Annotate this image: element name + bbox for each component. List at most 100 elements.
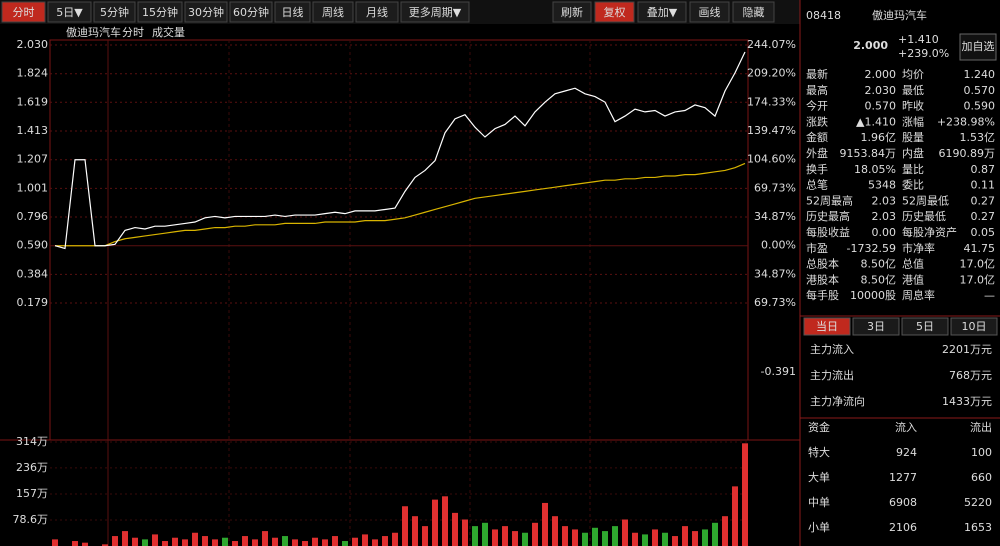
volume-bar bbox=[152, 534, 158, 546]
flow-cell: 2106 bbox=[889, 521, 917, 534]
toolbar-label[interactable]: 分时 bbox=[13, 6, 35, 19]
volume-bar bbox=[102, 544, 108, 546]
toolbar-label[interactable]: 周线 bbox=[322, 5, 344, 19]
stat-label: 量比 bbox=[902, 163, 924, 176]
legend-entry: 分时 bbox=[122, 26, 144, 39]
tab[interactable] bbox=[852, 317, 900, 336]
stat-value: 0.00 bbox=[872, 226, 897, 239]
volume-bar bbox=[492, 529, 498, 546]
volume-bar bbox=[122, 531, 128, 546]
volume-bar bbox=[432, 499, 438, 546]
volume-bar bbox=[702, 529, 708, 546]
legend-entry: 成交量 bbox=[152, 25, 185, 39]
stat-value: 0.570 bbox=[964, 84, 996, 97]
stat-value: 0.87 bbox=[971, 163, 996, 176]
stock-name: 傲迪玛汽车 bbox=[872, 8, 927, 22]
toolbar-button[interactable] bbox=[594, 1, 635, 23]
tab-label[interactable]: 当日 bbox=[816, 319, 838, 333]
y2-tick-label: 34.87% bbox=[754, 267, 796, 280]
stat-label: 涨幅 bbox=[902, 115, 924, 128]
toolbar-button[interactable] bbox=[1, 1, 46, 23]
toolbar-label[interactable]: 日线 bbox=[282, 5, 304, 19]
volume-bar bbox=[462, 519, 468, 546]
flow-value: 768万元 bbox=[949, 369, 992, 382]
volume-bar bbox=[382, 536, 388, 546]
stat-label: 周息率 bbox=[902, 288, 935, 302]
toolbar-label[interactable]: 15分钟 bbox=[142, 5, 178, 19]
toolbar-label[interactable]: 画线 bbox=[699, 5, 721, 19]
volume-bar bbox=[392, 532, 398, 546]
watch-label[interactable]: 加自选 bbox=[962, 40, 995, 53]
toolbar-button[interactable] bbox=[47, 1, 92, 23]
flow-label: 主力流出 bbox=[810, 368, 854, 382]
toolbar-label[interactable]: 5日▼ bbox=[56, 6, 83, 19]
stat-value: 1.96亿 bbox=[861, 131, 897, 144]
stat-value: +238.98% bbox=[937, 115, 995, 128]
toolbar-button[interactable] bbox=[400, 1, 470, 23]
volume-bar bbox=[562, 526, 568, 546]
volume-bar bbox=[452, 512, 458, 546]
toolbar-button[interactable] bbox=[732, 1, 775, 23]
volume-bar bbox=[662, 532, 668, 546]
stat-label: 涨跌 bbox=[806, 114, 828, 128]
toolbar-button[interactable] bbox=[552, 1, 592, 23]
tab[interactable] bbox=[950, 317, 998, 336]
toolbar-label[interactable]: 月线 bbox=[366, 5, 388, 19]
flow-cell: 特大 bbox=[808, 445, 830, 459]
stat-value: 2.03 bbox=[872, 194, 897, 207]
volume-bar bbox=[162, 541, 168, 546]
stat-value: 0.590 bbox=[964, 100, 996, 113]
price-line bbox=[54, 51, 746, 250]
y2-tick-label: 104.60% bbox=[747, 153, 796, 166]
stat-value: 8.50亿 bbox=[861, 273, 897, 286]
tab[interactable] bbox=[803, 317, 851, 336]
flow-value: 2201万元 bbox=[942, 343, 992, 356]
flow-cell: 660 bbox=[971, 471, 992, 484]
volume-bar bbox=[532, 522, 538, 546]
toolbar-button[interactable] bbox=[229, 1, 273, 23]
flow-label: 主力净流向 bbox=[810, 394, 865, 408]
toolbar-label[interactable]: 更多周期▼ bbox=[409, 5, 462, 19]
volume-bar bbox=[512, 531, 518, 546]
volume-bar bbox=[282, 536, 288, 546]
toolbar-label[interactable]: 隐藏 bbox=[743, 6, 765, 19]
toolbar-button[interactable] bbox=[274, 1, 311, 23]
volume-tick-label: 78.6万 bbox=[13, 513, 49, 526]
stat-label: 港股本 bbox=[806, 272, 839, 286]
toolbar-label[interactable]: 叠加▼ bbox=[647, 6, 678, 19]
volume-bar bbox=[622, 519, 628, 546]
toolbar-button[interactable] bbox=[137, 1, 183, 23]
y-tick-label: 0.384 bbox=[17, 267, 49, 280]
toolbar-button[interactable] bbox=[355, 1, 399, 23]
toolbar-label[interactable]: 60分钟 bbox=[233, 5, 269, 19]
toolbar-label[interactable]: 5分钟 bbox=[100, 5, 129, 19]
tab[interactable] bbox=[901, 317, 949, 336]
volume-bar bbox=[72, 541, 78, 546]
volume-bar bbox=[302, 541, 308, 546]
volume-bar bbox=[372, 539, 378, 546]
stat-label: 总笔 bbox=[806, 178, 828, 192]
flow-header: 流入 bbox=[895, 420, 917, 434]
y2-tick-label: 174.33% bbox=[747, 95, 796, 108]
toolbar-button[interactable] bbox=[93, 1, 136, 23]
toolbar-button[interactable] bbox=[689, 1, 730, 23]
toolbar-label[interactable]: 复权 bbox=[604, 5, 626, 19]
stock-code: 08418 bbox=[806, 9, 841, 22]
toolbar-label[interactable]: 30分钟 bbox=[188, 5, 224, 19]
toolbar-button[interactable] bbox=[184, 1, 228, 23]
flow-cell: 大单 bbox=[808, 470, 830, 484]
tab-label[interactable]: 3日 bbox=[867, 320, 885, 333]
volume-bar bbox=[132, 537, 138, 546]
watch-button[interactable] bbox=[959, 33, 997, 61]
y-tick-label: 0.796 bbox=[17, 210, 49, 223]
tab-label[interactable]: 5日 bbox=[916, 320, 934, 333]
tab-label[interactable]: 10日 bbox=[962, 320, 987, 333]
toolbar-button[interactable] bbox=[637, 1, 687, 23]
legend-title: 傲迪玛汽车 bbox=[66, 25, 121, 39]
toolbar-button[interactable] bbox=[312, 1, 354, 23]
flow-cell: 100 bbox=[971, 446, 992, 459]
volume-bar bbox=[642, 534, 648, 546]
toolbar-label[interactable]: 刷新 bbox=[561, 5, 583, 19]
